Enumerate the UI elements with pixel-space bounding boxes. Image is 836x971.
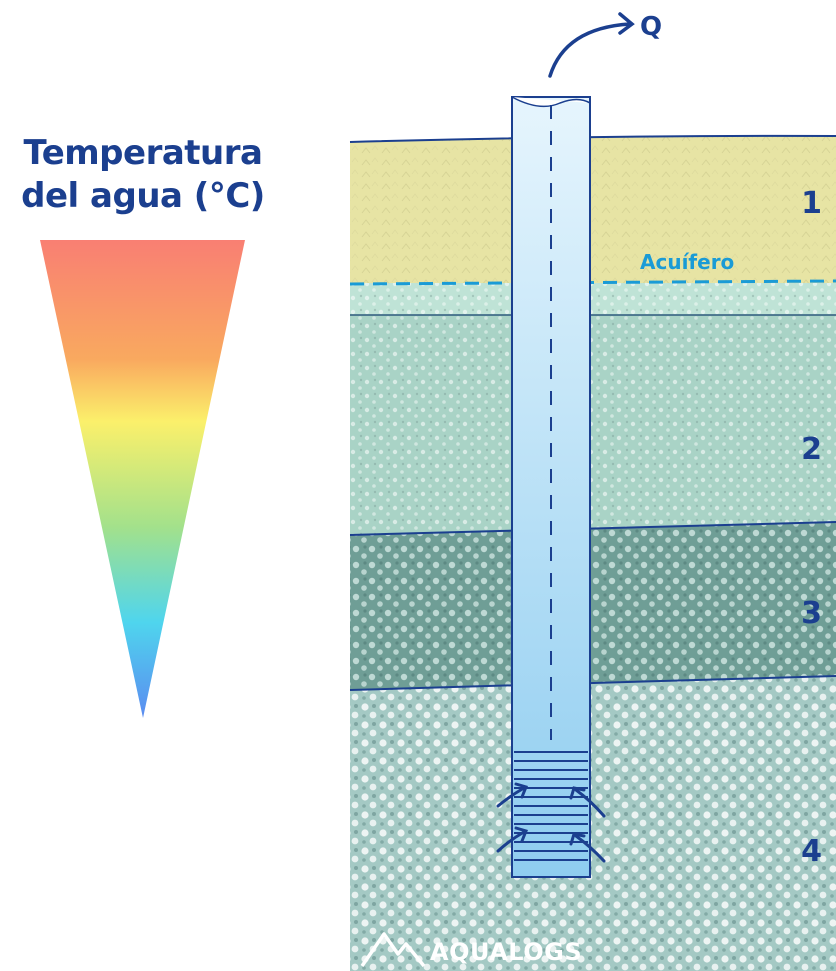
soil-layer-2 [350,314,836,535]
discharge-arrow-icon [548,12,635,78]
inflow-arrow-icon [496,782,529,808]
aquifer-label: Acuífero [640,250,735,274]
mountain-logo-icon [360,932,426,968]
title-line-1: Temperatura [23,133,263,173]
layer-number-4: 4 [801,834,822,869]
brand-name: AQUALOGS [430,938,583,966]
soil-layer-3 [349,521,836,690]
aquifer-water-table-line [349,279,836,286]
layer-number-2: 2 [801,432,822,467]
inflow-arrow-icon [569,786,606,818]
layer-number-1: 1 [801,186,822,221]
inflow-arrow-icon [496,826,529,853]
temperature-gradient-icon [40,240,245,718]
flow-label-q: Q [640,12,663,42]
layer-number-3: 3 [801,596,822,631]
title-line-2: del agua (°C) [21,176,265,216]
well-pipe [511,96,591,878]
inflow-arrow-icon [569,832,606,863]
temperature-title: Temperatura del agua (°C) [8,132,278,218]
soil-layer-4 [349,675,836,971]
aquifer-zone [350,283,836,315]
well-screen [514,751,588,861]
brand: AQUALOGS [358,934,582,970]
soil-layer-1 [349,134,836,283]
gradient-triangle [40,240,245,718]
